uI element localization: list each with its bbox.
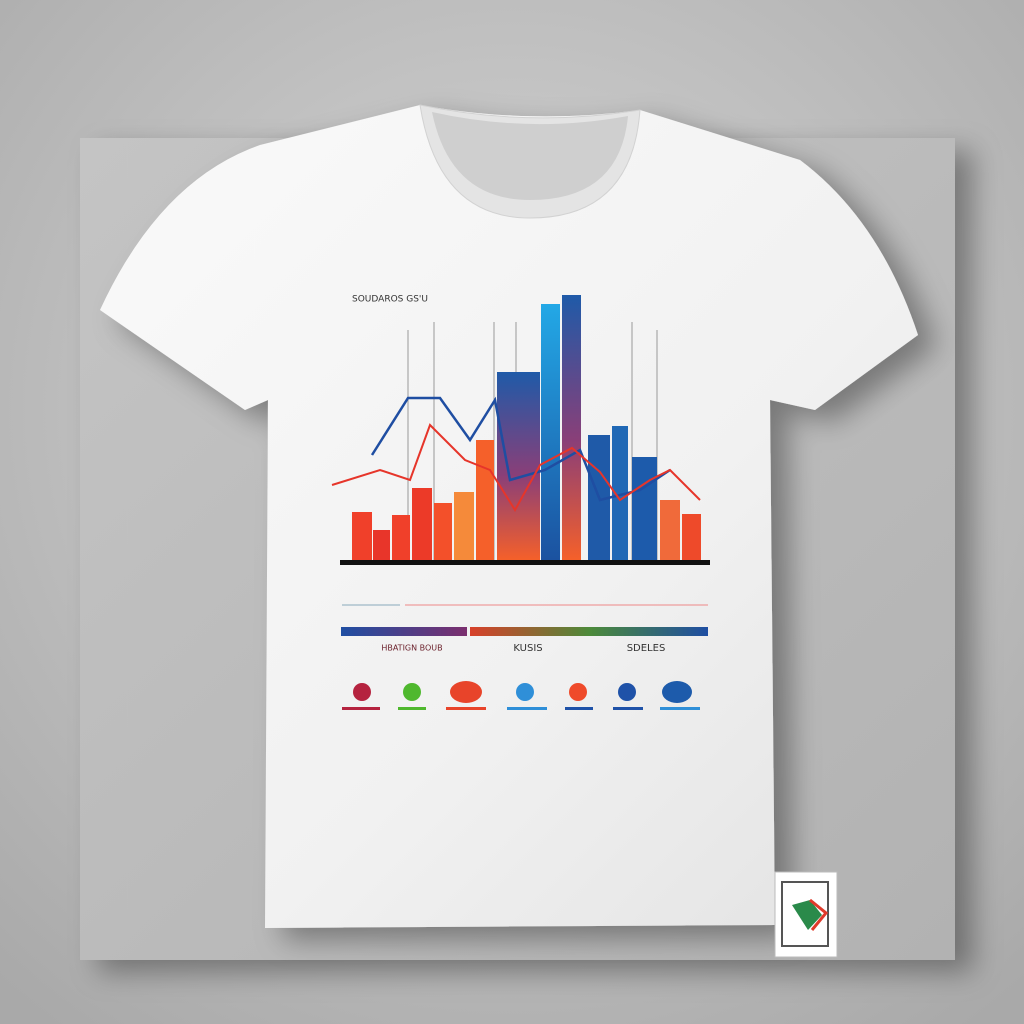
tag-logo: [792, 900, 822, 930]
line-blue: [370, 396, 671, 502]
legend-bar: [470, 627, 590, 636]
line-red: [331, 423, 701, 512]
print-label: HBATIGN BOUB: [381, 644, 442, 653]
legend-bar: [590, 627, 708, 636]
print-label: SDELES: [627, 643, 666, 654]
icons: [342, 681, 700, 710]
tag-logo: [809, 898, 829, 931]
baseline: [340, 560, 710, 565]
legend-bar: [341, 627, 467, 636]
tag-frame: [781, 881, 829, 947]
neck-opening: [432, 112, 628, 200]
print-label: KUSIS: [513, 643, 542, 654]
print-title: SOUDAROS GS'U: [352, 295, 428, 305]
